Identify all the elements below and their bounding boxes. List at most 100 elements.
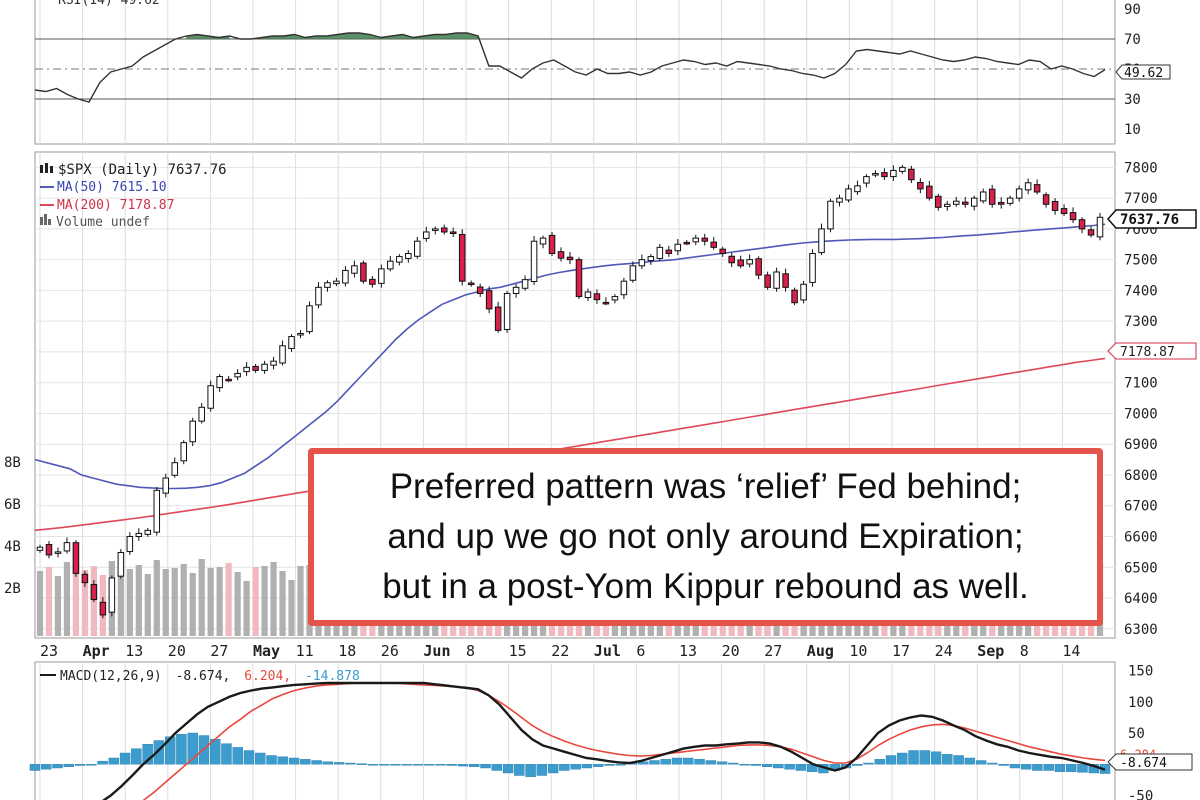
candle-body: [252, 365, 259, 371]
price-candle: [144, 527, 152, 537]
x-tick-label: 8: [466, 642, 475, 660]
price-candle: [593, 289, 601, 304]
volume-bar: [72, 571, 80, 636]
volume-bar: [63, 562, 71, 636]
volume-bar: [216, 567, 223, 636]
price-candle: [207, 380, 214, 412]
candle-body: [458, 233, 466, 282]
candle-body: [180, 442, 187, 462]
macd-histogram-bar: [773, 764, 784, 769]
price-candle: [171, 457, 179, 478]
price-candle: [423, 226, 430, 242]
rsi-last-value: 49.62: [1124, 66, 1163, 81]
volume-bar: [45, 567, 53, 636]
price-candle: [917, 178, 924, 194]
candle-body: [1078, 219, 1086, 230]
macd-histogram-bar: [885, 755, 897, 765]
price-candle: [458, 229, 466, 286]
candle-body: [719, 248, 726, 255]
price-candle: [863, 174, 870, 188]
macd-histogram-bar: [683, 757, 694, 765]
candle-body: [818, 228, 825, 254]
price-candle: [261, 360, 268, 374]
macd-histogram-bar: [108, 757, 120, 765]
candle-body: [872, 173, 879, 176]
macd-histogram-bar: [187, 732, 198, 765]
candle-body: [234, 372, 241, 378]
candle-body: [710, 241, 717, 248]
volume-bar: [171, 568, 178, 636]
macd-histogram-bar: [547, 764, 559, 774]
volume-bar: [153, 560, 160, 636]
price-candle: [890, 165, 897, 181]
ma50-line: [34, 223, 1106, 490]
x-tick-label: 26: [381, 642, 399, 660]
macd-histogram-bar: [164, 736, 176, 765]
candle-body: [108, 577, 116, 613]
callout-text: Preferred pattern was ‘relief’ Fed behin…: [364, 462, 1047, 612]
price-candle: [63, 537, 71, 554]
x-tick-label: Jul: [594, 642, 621, 660]
candle-body: [764, 274, 771, 288]
candle-body: [935, 195, 942, 208]
price-candle: [728, 252, 735, 268]
macd-histogram-bar: [1032, 764, 1043, 771]
candle-body: [953, 200, 960, 205]
macd-histogram-bar: [333, 762, 345, 765]
price-candle: [467, 280, 475, 287]
macd-last-tag: -8.674: [1107, 753, 1193, 771]
macd-histogram-bar: [232, 747, 243, 765]
price-candle: [584, 288, 592, 301]
candle-body: [153, 489, 161, 533]
volume-bar: [126, 569, 133, 636]
macd-histogram-bar: [390, 764, 401, 766]
macd-histogram-bar: [919, 750, 931, 765]
x-tick-label: May: [253, 642, 280, 660]
price-candle: [881, 168, 888, 180]
candle-body: [494, 306, 502, 331]
candle-body: [863, 176, 870, 184]
candle-body: [72, 542, 80, 574]
candle-body: [620, 280, 628, 296]
price-candle: [99, 597, 107, 619]
macd-tick-label: 50: [1128, 726, 1145, 742]
price-last-tag: 7637.76: [1106, 209, 1197, 229]
candle-body: [674, 243, 682, 252]
price-candle: [306, 301, 313, 335]
candle-body: [216, 376, 223, 389]
price-candle: [117, 549, 125, 579]
macd-histogram-bar: [131, 748, 142, 765]
ma200-line: [34, 357, 1106, 532]
macd-histogram-bar: [491, 764, 503, 771]
price-candle: [476, 283, 484, 297]
candle-body: [333, 280, 340, 285]
candle-body: [485, 290, 493, 310]
macd-histogram-bar: [1054, 764, 1066, 772]
candle-body: [440, 227, 448, 233]
macd-histogram-bar: [63, 764, 75, 767]
rsi-tick-label: 30: [1124, 92, 1141, 108]
x-tick-label: 18: [338, 642, 356, 660]
price-candle: [818, 223, 825, 256]
price-candle: [351, 260, 358, 278]
volume-bar: [243, 581, 250, 636]
volume-bar: [270, 562, 277, 636]
macd-histogram-bar: [728, 762, 739, 765]
macd-histogram-bar: [29, 764, 41, 771]
price-candle: [854, 180, 861, 196]
macd-histogram-bar: [74, 764, 86, 766]
volume-bar: [225, 563, 232, 636]
candle-body: [423, 231, 430, 239]
macd-histogram-bar: [41, 764, 52, 770]
price-candle: [791, 287, 798, 306]
candle-body: [306, 305, 313, 333]
macd-histogram-bar: [423, 764, 435, 766]
volume-bar: [36, 571, 44, 636]
candle-body: [117, 551, 125, 577]
candle-body: [845, 188, 852, 201]
price-candle: [512, 283, 520, 298]
candle-body: [656, 246, 664, 259]
price-candle: [1096, 212, 1104, 241]
macd-histogram-bar: [851, 764, 863, 766]
macd-histogram-bar: [345, 762, 356, 765]
